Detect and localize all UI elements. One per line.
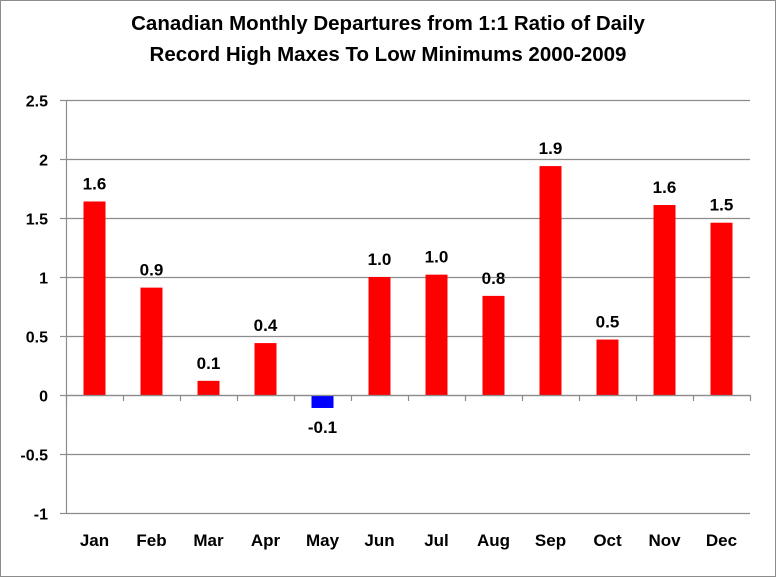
y-tick-label: 1 — [39, 271, 48, 288]
y-tick-label: -0.5 — [20, 448, 48, 465]
y-tick-label: 0 — [39, 389, 48, 406]
x-tick-label: Nov — [648, 531, 681, 550]
bar-nov — [653, 205, 676, 395]
chart-title-line-1: Canadian Monthly Departures from 1:1 Rat… — [131, 12, 645, 35]
x-tick-label: Jun — [364, 531, 394, 550]
bar-mar — [197, 380, 220, 395]
y-tick-label: 0.5 — [26, 330, 48, 347]
data-labels: 1.6 0.9 0.1 0.4 -0.1 1.0 1.0 0.8 1.9 0.5 1.6 1.5 — [83, 139, 734, 437]
bar-dec — [710, 222, 733, 395]
data-label: 1.6 — [83, 174, 107, 193]
y-axis-tick-labels: 2.5 2 1.5 1 0.5 0 -0.5 -1 — [20, 94, 48, 524]
chart-title: Canadian Monthly Departures from 1:1 Rat… — [0, 8, 776, 70]
data-label: 1.9 — [539, 139, 563, 158]
axes — [60, 99, 752, 515]
bar-aug — [482, 295, 505, 395]
x-tick-label: Oct — [593, 531, 622, 550]
y-tick-label: 1.5 — [26, 212, 48, 229]
gridlines — [66, 99, 750, 515]
data-label: 1.0 — [425, 248, 449, 267]
bar-may — [311, 395, 334, 408]
data-label: 0.1 — [197, 354, 221, 373]
data-label: 1.0 — [368, 250, 392, 269]
x-axis-tick-labels: Jan Feb Mar Apr May Jun Jul Aug Sep Oct Nov Dec — [80, 531, 737, 550]
data-label: 0.4 — [254, 316, 278, 335]
x-tick-label: Jan — [80, 531, 109, 550]
x-tick-label: Mar — [193, 531, 224, 550]
bar-apr — [254, 343, 277, 395]
bar-jan — [83, 201, 106, 395]
x-tick-label: Jul — [424, 531, 449, 550]
data-label: 0.9 — [140, 261, 164, 280]
x-tick-label: Dec — [706, 531, 737, 550]
bar-feb — [140, 287, 163, 395]
x-tick-label: Aug — [477, 531, 510, 550]
data-label: 0.8 — [482, 269, 506, 288]
x-tick-label: Apr — [251, 531, 281, 550]
data-label: 0.5 — [596, 313, 620, 332]
x-tick-label: May — [306, 531, 340, 550]
data-label: 1.6 — [653, 178, 677, 197]
y-tick-label: -1 — [34, 507, 48, 524]
bars — [83, 166, 733, 408]
x-tick-label: Sep — [535, 531, 566, 550]
bar-sep — [539, 166, 562, 395]
data-label: 1.5 — [710, 196, 734, 215]
y-tick-label: 2.5 — [26, 94, 48, 111]
y-tick-label: 2 — [39, 153, 48, 170]
x-tick-label: Feb — [136, 531, 166, 550]
data-label: -0.1 — [308, 418, 337, 437]
bar-jun — [368, 277, 391, 395]
bar-jul — [425, 274, 448, 395]
bar-oct — [596, 339, 619, 395]
chart-title-line-2: Record High Maxes To Low Minimums 2000-2… — [149, 43, 627, 66]
